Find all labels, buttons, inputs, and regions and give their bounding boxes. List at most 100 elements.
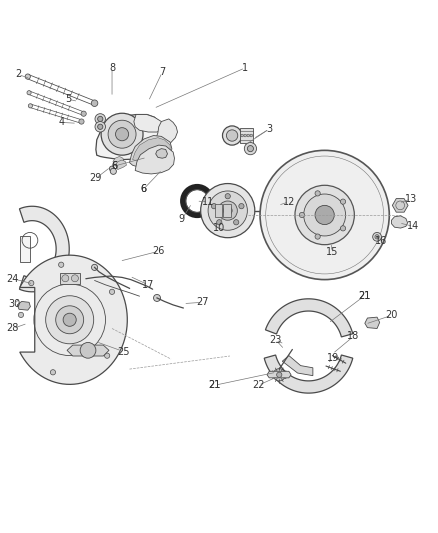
Polygon shape <box>20 236 30 262</box>
Circle shape <box>28 280 34 286</box>
Polygon shape <box>365 317 380 328</box>
Text: 21: 21 <box>358 291 370 301</box>
Circle shape <box>247 134 250 137</box>
Text: 6: 6 <box>141 184 147 194</box>
Polygon shape <box>155 149 167 158</box>
Text: 11: 11 <box>202 197 214 207</box>
Text: 6: 6 <box>111 161 117 171</box>
Polygon shape <box>264 355 353 393</box>
Circle shape <box>110 168 117 174</box>
Text: 23: 23 <box>269 335 282 345</box>
Circle shape <box>247 146 254 152</box>
Text: 24: 24 <box>7 274 19 284</box>
Circle shape <box>80 343 96 358</box>
Text: 4: 4 <box>59 117 65 127</box>
Text: 17: 17 <box>142 280 155 290</box>
Polygon shape <box>283 356 313 376</box>
Circle shape <box>56 306 84 334</box>
Circle shape <box>233 220 239 225</box>
Circle shape <box>250 134 253 137</box>
Circle shape <box>91 100 98 107</box>
Circle shape <box>218 201 237 220</box>
Text: 19: 19 <box>327 353 339 363</box>
Circle shape <box>273 369 286 381</box>
Circle shape <box>110 166 115 171</box>
Circle shape <box>116 128 129 141</box>
Circle shape <box>110 289 115 294</box>
Polygon shape <box>67 345 109 356</box>
Text: 6: 6 <box>141 184 147 194</box>
Polygon shape <box>113 157 124 166</box>
Circle shape <box>105 353 110 358</box>
Polygon shape <box>19 206 69 292</box>
Polygon shape <box>130 135 172 167</box>
Circle shape <box>212 204 217 209</box>
Polygon shape <box>392 199 408 212</box>
Circle shape <box>62 275 69 282</box>
Text: 12: 12 <box>283 197 295 207</box>
Circle shape <box>223 126 242 145</box>
Text: 8: 8 <box>109 63 115 73</box>
Circle shape <box>79 119 84 124</box>
Polygon shape <box>60 273 80 284</box>
Polygon shape <box>17 302 30 310</box>
Polygon shape <box>133 138 170 163</box>
Text: 16: 16 <box>375 236 388 246</box>
Circle shape <box>340 225 346 231</box>
Circle shape <box>315 234 320 239</box>
Circle shape <box>315 191 320 196</box>
Polygon shape <box>96 115 161 159</box>
Text: 2: 2 <box>15 69 21 79</box>
Text: 9: 9 <box>179 214 185 224</box>
Circle shape <box>71 275 78 282</box>
Circle shape <box>101 113 143 155</box>
Circle shape <box>304 194 346 236</box>
Polygon shape <box>135 145 174 174</box>
Text: 3: 3 <box>266 124 272 134</box>
Circle shape <box>50 370 56 375</box>
Circle shape <box>299 212 304 217</box>
Text: 10: 10 <box>213 223 225 233</box>
Circle shape <box>201 183 255 238</box>
Circle shape <box>375 235 379 239</box>
Circle shape <box>239 204 244 209</box>
Text: 28: 28 <box>7 324 19 334</box>
Text: 15: 15 <box>325 247 338 257</box>
Text: 21: 21 <box>358 291 370 301</box>
Polygon shape <box>215 204 223 217</box>
Text: 14: 14 <box>407 221 420 231</box>
Text: 22: 22 <box>252 380 265 390</box>
Text: 26: 26 <box>152 246 165 256</box>
Circle shape <box>25 74 30 79</box>
Circle shape <box>98 124 103 130</box>
Circle shape <box>277 372 282 377</box>
Circle shape <box>244 142 257 155</box>
Circle shape <box>241 134 244 137</box>
Text: 27: 27 <box>196 297 208 308</box>
Text: 1: 1 <box>242 63 248 73</box>
Text: 25: 25 <box>117 346 130 357</box>
Polygon shape <box>116 160 127 169</box>
Text: 21: 21 <box>208 380 221 390</box>
Circle shape <box>226 130 238 141</box>
Circle shape <box>81 111 86 116</box>
Circle shape <box>18 312 24 318</box>
Circle shape <box>208 191 247 230</box>
Circle shape <box>223 206 232 215</box>
Text: 18: 18 <box>347 332 360 341</box>
Circle shape <box>95 114 106 124</box>
Text: 21: 21 <box>208 380 221 390</box>
Polygon shape <box>392 216 408 228</box>
Circle shape <box>260 150 389 280</box>
Polygon shape <box>134 115 163 132</box>
Polygon shape <box>20 255 127 384</box>
Text: 30: 30 <box>9 299 21 309</box>
Circle shape <box>63 313 76 326</box>
Text: 20: 20 <box>385 310 398 320</box>
Circle shape <box>225 193 230 199</box>
Circle shape <box>373 232 381 241</box>
Circle shape <box>244 134 247 137</box>
Text: 13: 13 <box>405 194 417 204</box>
Circle shape <box>108 120 136 148</box>
Circle shape <box>315 205 334 224</box>
